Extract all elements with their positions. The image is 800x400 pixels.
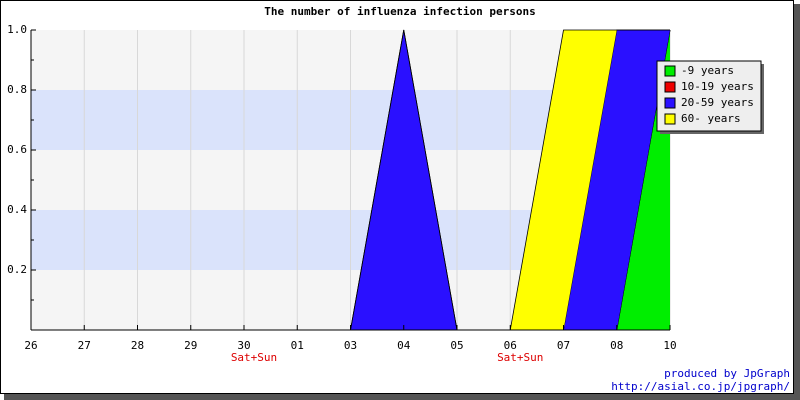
- y-tick-label: 0.6: [7, 143, 27, 156]
- x-tick-label: 07: [557, 339, 570, 352]
- credit: http://asial.co.jp/jpgraph/: [611, 380, 790, 393]
- legend-swatch: [664, 113, 676, 125]
- x-tick-label: 06: [504, 339, 517, 352]
- x-tick-label: 30: [237, 339, 250, 352]
- credit: produced by JpGraph: [664, 367, 790, 380]
- legend-label: 10-19 years: [681, 80, 754, 93]
- y-tick-label: 0.4: [7, 203, 27, 216]
- chart-title: The number of influenza infection person…: [264, 5, 536, 18]
- x-sublabel: Sat+Sun: [497, 351, 543, 364]
- x-tick-label: 01: [291, 339, 304, 352]
- x-tick-label: 29: [184, 339, 197, 352]
- x-tick-label: 05: [450, 339, 463, 352]
- legend-label: 20-59 years: [681, 96, 754, 109]
- legend-swatch: [664, 97, 676, 109]
- x-tick-label: 26: [24, 339, 37, 352]
- legend-swatch: [664, 81, 676, 93]
- x-tick-label: 03: [344, 339, 357, 352]
- x-sublabel: Sat+Sun: [231, 351, 277, 364]
- y-tick-label: 1.0: [7, 23, 27, 36]
- x-tick-label: 04: [397, 339, 411, 352]
- area: [31, 30, 670, 330]
- x-tick-label: 28: [131, 339, 144, 352]
- y-tick-label: 0.2: [7, 263, 27, 276]
- area: [31, 30, 670, 330]
- legend-swatch: [664, 65, 676, 77]
- y-tick-label: 0.8: [7, 83, 27, 96]
- x-tick-label: 27: [78, 339, 91, 352]
- x-tick-label: 08: [610, 339, 623, 352]
- legend-label: 60- years: [681, 112, 741, 125]
- legend-label: -9 years: [681, 64, 734, 77]
- x-tick-label: 10: [663, 339, 676, 352]
